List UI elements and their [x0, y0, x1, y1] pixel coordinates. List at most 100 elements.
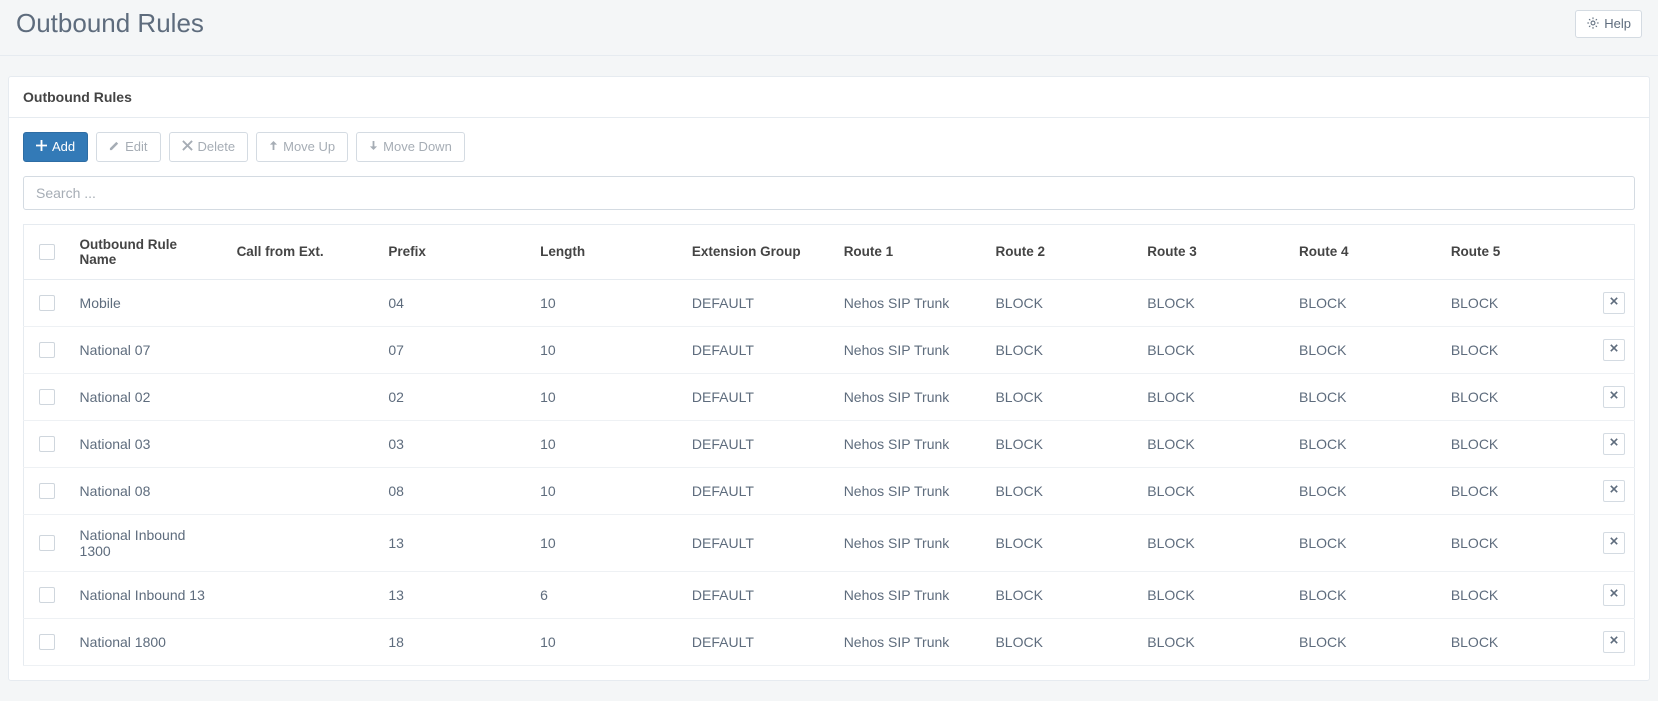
row-delete-button[interactable] [1603, 386, 1625, 408]
row-checkbox[interactable] [39, 587, 55, 603]
panel-heading: Outbound Rules [9, 77, 1649, 118]
cell-length: 10 [530, 373, 682, 420]
table-row[interactable]: National 070710DEFAULTNehos SIP TrunkBLO… [24, 326, 1635, 373]
row-delete-button[interactable] [1603, 584, 1625, 606]
table-row[interactable]: National Inbound 13001310DEFAULTNehos SI… [24, 514, 1635, 571]
row-delete-button[interactable] [1603, 631, 1625, 653]
row-checkbox[interactable] [39, 389, 55, 405]
cell-length: 10 [530, 514, 682, 571]
row-delete-button[interactable] [1603, 480, 1625, 502]
table-row[interactable]: National 080810DEFAULTNehos SIP TrunkBLO… [24, 467, 1635, 514]
cell-route3: BLOCK [1137, 618, 1289, 665]
close-icon [1610, 537, 1618, 548]
move-up-button[interactable]: Move Up [256, 132, 348, 162]
cell-prefix: 08 [378, 467, 530, 514]
x-icon [182, 140, 193, 153]
outbound-rules-panel: Outbound Rules Add Edit Delete [8, 76, 1650, 681]
cell-call-from-ext [227, 279, 379, 326]
cell-route2: BLOCK [985, 467, 1137, 514]
add-button[interactable]: Add [23, 132, 88, 162]
cell-route3: BLOCK [1137, 420, 1289, 467]
col-name: Outbound Rule Name [70, 224, 227, 279]
row-checkbox[interactable] [39, 295, 55, 311]
col-route5: Route 5 [1441, 224, 1593, 279]
close-icon [1610, 391, 1618, 402]
cell-route5: BLOCK [1441, 420, 1593, 467]
cell-name: National Inbound 13 [70, 571, 227, 618]
row-checkbox[interactable] [39, 483, 55, 499]
gear-icon [1586, 16, 1600, 32]
col-route1: Route 1 [834, 224, 986, 279]
arrow-down-icon [369, 140, 378, 153]
cell-route1: Nehos SIP Trunk [834, 373, 986, 420]
table-row[interactable]: National 020210DEFAULTNehos SIP TrunkBLO… [24, 373, 1635, 420]
cell-route3: BLOCK [1137, 467, 1289, 514]
col-prefix: Prefix [378, 224, 530, 279]
cell-call-from-ext [227, 420, 379, 467]
cell-extension-group: DEFAULT [682, 467, 834, 514]
cell-route2: BLOCK [985, 514, 1137, 571]
cell-call-from-ext [227, 326, 379, 373]
row-checkbox[interactable] [39, 436, 55, 452]
cell-route1: Nehos SIP Trunk [834, 618, 986, 665]
row-checkbox[interactable] [39, 535, 55, 551]
cell-route1: Nehos SIP Trunk [834, 514, 986, 571]
cell-route5: BLOCK [1441, 618, 1593, 665]
cell-prefix: 18 [378, 618, 530, 665]
table-row[interactable]: Mobile0410DEFAULTNehos SIP TrunkBLOCKBLO… [24, 279, 1635, 326]
cell-route3: BLOCK [1137, 326, 1289, 373]
col-extension-group: Extension Group [682, 224, 834, 279]
row-checkbox[interactable] [39, 634, 55, 650]
cell-call-from-ext [227, 373, 379, 420]
row-delete-button[interactable] [1603, 532, 1625, 554]
close-icon [1610, 589, 1618, 600]
cell-name: National 03 [70, 420, 227, 467]
cell-route5: BLOCK [1441, 373, 1593, 420]
cell-call-from-ext [227, 571, 379, 618]
close-icon [1610, 344, 1618, 355]
row-delete-button[interactable] [1603, 339, 1625, 361]
delete-label: Delete [198, 139, 236, 155]
cell-call-from-ext [227, 467, 379, 514]
row-delete-button[interactable] [1603, 433, 1625, 455]
move-down-button[interactable]: Move Down [356, 132, 465, 162]
cell-length: 10 [530, 420, 682, 467]
col-call-from-ext: Call from Ext. [227, 224, 379, 279]
search-input[interactable] [23, 176, 1635, 210]
delete-button[interactable]: Delete [169, 132, 249, 162]
edit-button[interactable]: Edit [96, 132, 160, 162]
cell-route5: BLOCK [1441, 571, 1593, 618]
table-row[interactable]: National 18001810DEFAULTNehos SIP TrunkB… [24, 618, 1635, 665]
cell-length: 10 [530, 467, 682, 514]
cell-call-from-ext [227, 514, 379, 571]
cell-route2: BLOCK [985, 326, 1137, 373]
cell-extension-group: DEFAULT [682, 326, 834, 373]
table-row[interactable]: National 030310DEFAULTNehos SIP TrunkBLO… [24, 420, 1635, 467]
add-label: Add [52, 139, 75, 155]
help-button[interactable]: Help [1575, 10, 1642, 38]
cell-name: National 08 [70, 467, 227, 514]
cell-route3: BLOCK [1137, 514, 1289, 571]
select-all-checkbox[interactable] [39, 244, 55, 260]
cell-route5: BLOCK [1441, 514, 1593, 571]
cell-prefix: 13 [378, 514, 530, 571]
cell-extension-group: DEFAULT [682, 514, 834, 571]
row-checkbox[interactable] [39, 342, 55, 358]
cell-length: 10 [530, 279, 682, 326]
cell-prefix: 04 [378, 279, 530, 326]
cell-length: 10 [530, 326, 682, 373]
panel-body: Add Edit Delete Move Up [9, 118, 1649, 680]
cell-prefix: 02 [378, 373, 530, 420]
row-delete-button[interactable] [1603, 292, 1625, 314]
cell-route1: Nehos SIP Trunk [834, 420, 986, 467]
move-up-label: Move Up [283, 139, 335, 155]
cell-prefix: 07 [378, 326, 530, 373]
cell-route3: BLOCK [1137, 373, 1289, 420]
cell-name: National 1800 [70, 618, 227, 665]
cell-name: Mobile [70, 279, 227, 326]
arrow-up-icon [269, 140, 278, 153]
cell-route1: Nehos SIP Trunk [834, 326, 986, 373]
table-row[interactable]: National Inbound 13136DEFAULTNehos SIP T… [24, 571, 1635, 618]
cell-route4: BLOCK [1289, 279, 1441, 326]
close-icon [1610, 485, 1618, 496]
